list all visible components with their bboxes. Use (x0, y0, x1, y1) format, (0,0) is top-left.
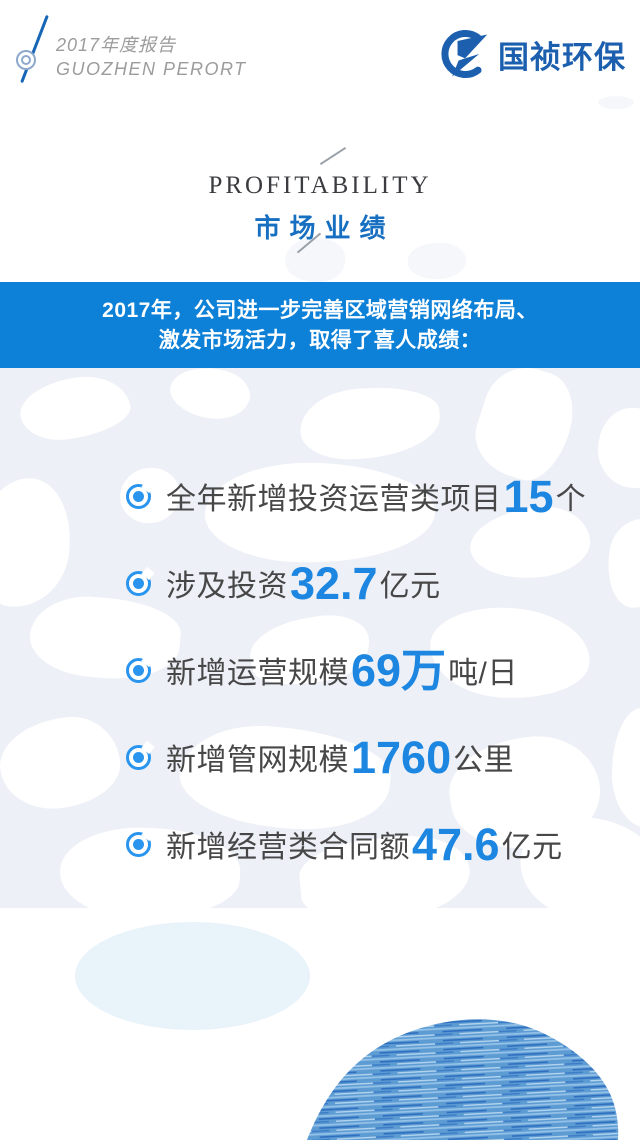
banner-line2: 激发市场活力，取得了喜人成绩： (158, 329, 482, 352)
achievement-value: 1760 (351, 731, 452, 783)
report-header: 2017年度报告 GUOZHEN PERORT (56, 31, 247, 80)
watermark-blob (598, 96, 634, 109)
guozhen-logo: 国祯环保 (437, 27, 626, 81)
achievement-value: 15 (503, 470, 554, 522)
achievement-prefix: 新增管网规模 (166, 743, 349, 777)
achievement-suffix: 亿元 (501, 830, 563, 864)
achievement-value: 47.6 (412, 818, 500, 870)
double-ring-circle-icon (16, 50, 36, 70)
achievement-value: 69万 (351, 644, 447, 696)
section-title-en: PROFITABILITY (208, 172, 432, 199)
achievement-row: 新增运营规模69万吨/日 (126, 640, 518, 700)
achievement-text: 全年新增投资运营类项目15个 (166, 474, 586, 519)
watermark-blob (285, 238, 345, 282)
achievement-text: 新增经营类合同额47.6亿元 (166, 822, 563, 867)
achievement-value: 32.7 (290, 557, 378, 609)
achievement-suffix: 亿元 (379, 569, 441, 603)
achievement-row: 新增管网规模1760公里 (126, 727, 514, 787)
banner-line1: 2017年，公司进一步完善区域营销网络布局、 (102, 299, 538, 322)
logo-text: 国祯环保 (498, 39, 626, 75)
achievement-suffix: 个 (555, 482, 587, 516)
achievement-prefix: 涉及投资 (166, 569, 288, 603)
watermark-band (0, 356, 640, 928)
section-title: PROFITABILITY 市场业绩 (0, 172, 640, 245)
watermark-blob (408, 243, 466, 279)
achievement-row: 全年新增投资运营类项目15个 (126, 466, 586, 526)
achievement-text: 新增管网规模1760公里 (166, 735, 514, 780)
slash-top-icon (319, 146, 347, 166)
achievement-prefix: 全年新增投资运营类项目 (166, 482, 502, 516)
target-bullet-icon (126, 483, 151, 509)
achievement-row: 涉及投资32.7亿元 (126, 553, 441, 613)
diagonal-line-decoration (20, 14, 49, 84)
report-title-en: GUOZHEN PERORT (56, 59, 247, 79)
achievement-text: 新增运营规模69万吨/日 (166, 648, 518, 693)
achievement-suffix: 公里 (453, 743, 515, 777)
target-bullet-icon (126, 831, 151, 857)
target-bullet-icon (126, 657, 151, 683)
report-title-zh: 2017年度报告 (56, 35, 177, 55)
section-title-zh: 市场业绩 (254, 213, 395, 243)
guozhen-logo-icon (437, 27, 491, 81)
target-bullet-icon (126, 744, 151, 770)
achievement-row: 新增经营类合同额47.6亿元 (126, 814, 563, 874)
water-wave-photo-shape (307, 1019, 619, 1140)
achievement-suffix: 吨/日 (448, 656, 518, 690)
achievement-prefix: 新增经营类合同额 (166, 830, 410, 864)
target-bullet-icon (126, 570, 151, 596)
achievement-prefix: 新增运营规模 (166, 656, 349, 690)
achievement-text: 涉及投资32.7亿元 (166, 561, 441, 606)
intro-banner: 2017年，公司进一步完善区域营销网络布局、 激发市场活力，取得了喜人成绩： (0, 282, 640, 368)
light-ellipse-shape (75, 922, 310, 1030)
